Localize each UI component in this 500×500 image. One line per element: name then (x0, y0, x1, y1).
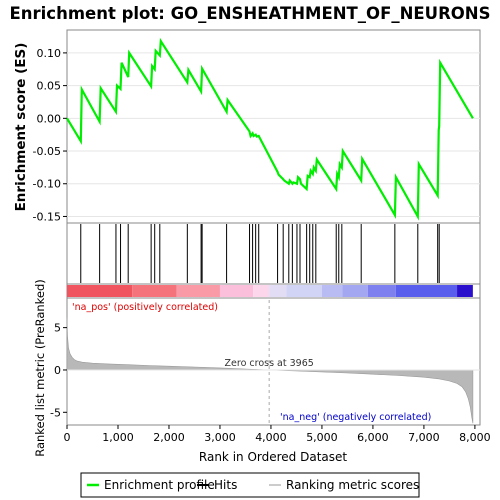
x-tick-label: 2,000 (153, 431, 185, 444)
es-ytick-label: -0.10 (33, 178, 61, 191)
x-tick-label: 8,000 (459, 431, 491, 444)
x-tick-label: 0 (64, 431, 71, 444)
es-axis-label: Enrichment score (ES) (13, 43, 29, 212)
x-tick-label: 4,000 (255, 431, 287, 444)
colorbar-segment (321, 285, 343, 297)
es-ytick-label: 0.10 (37, 47, 62, 60)
x-tick-label: 5,000 (306, 431, 338, 444)
x-axis-label: Rank in Ordered Dataset (199, 450, 347, 464)
chart-title: Enrichment plot: GO_ENSHEATHMENT_OF_NEUR… (9, 4, 490, 23)
ranked-ytick-label: 0 (54, 364, 61, 377)
colorbar-segment (395, 285, 458, 297)
hits-panel-frame (66, 222, 481, 285)
es-ytick-label: -0.05 (33, 145, 61, 158)
legend-label: Enrichment profile (104, 478, 215, 492)
negative-correlation-label: 'na_neg' (negatively correlated) (280, 412, 431, 423)
colorbar-segment (67, 285, 133, 297)
x-tick-label: 6,000 (357, 431, 389, 444)
x-tick-label: 1,000 (102, 431, 134, 444)
colorbar-segment (132, 285, 177, 297)
colorbar-segment (176, 285, 220, 297)
colorbar-segment (253, 285, 270, 297)
ranked-panel-frame (66, 297, 481, 426)
colorbar-segment (286, 285, 322, 297)
positive-correlation-label: 'na_pos' (positively correlated) (72, 302, 218, 313)
es-ytick-label: -0.15 (33, 210, 61, 223)
enrichment-profile-line (66, 37, 474, 221)
colorbar-segment (457, 285, 473, 297)
ranked-ytick-label: 5 (54, 322, 61, 335)
legend-label: Ranking metric scores (286, 478, 419, 492)
x-tick-label: 3,000 (204, 431, 236, 444)
x-tick-label: 7,000 (408, 431, 440, 444)
ranked-axis-label: Ranked list metric (PreRanked) (33, 279, 47, 457)
legend-label: Hits (214, 478, 237, 492)
es-ytick-label: 0.00 (37, 112, 62, 125)
legend-box (80, 472, 420, 498)
colorbar-segment (269, 285, 287, 297)
ranked-ytick-label: -5 (50, 406, 61, 419)
colorbar-segment (219, 285, 254, 297)
zero-cross-label: Zero cross at 3965 (225, 358, 314, 369)
colorbar-segment (367, 285, 396, 297)
es-ytick-label: 0.05 (37, 80, 62, 93)
colorbar-segment (342, 285, 368, 297)
